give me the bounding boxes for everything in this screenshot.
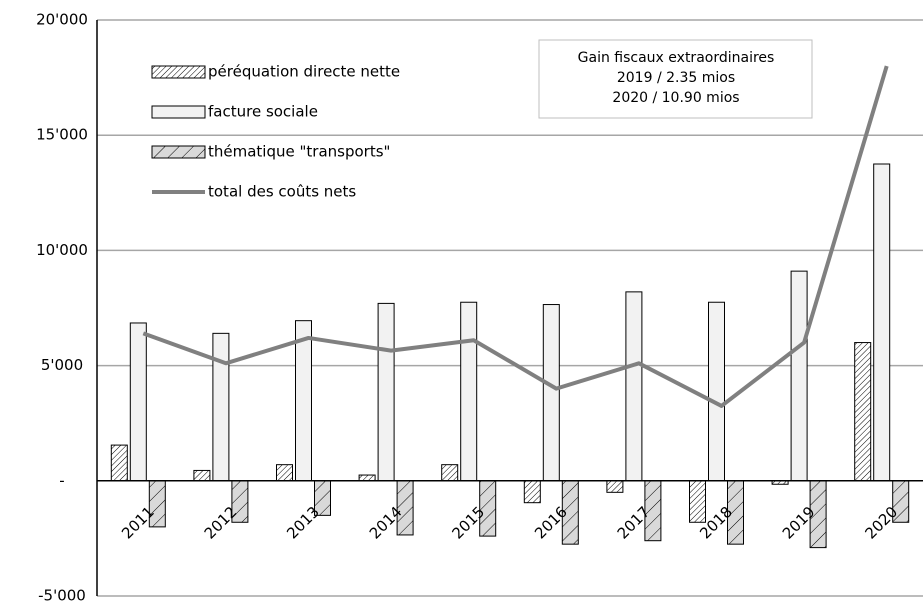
bar — [854, 342, 872, 482]
annotation: Gain fiscaux extraordinaires — [578, 50, 775, 66]
bar — [110, 444, 128, 482]
bar — [129, 322, 147, 482]
bar — [441, 464, 459, 482]
bar — [396, 480, 414, 536]
y-tick-label: 15'000 — [36, 126, 88, 144]
bar — [606, 480, 624, 493]
bar — [460, 301, 478, 482]
bar — [212, 332, 230, 482]
y-tick-label: 10'000 — [36, 241, 88, 259]
legend-label: facture sociale — [208, 103, 318, 121]
y-tick-label: - — [59, 471, 64, 489]
legend-swatch — [151, 105, 206, 119]
bar — [295, 320, 312, 482]
y-tick-label: -5'000 — [38, 587, 86, 601]
annotation-box — [538, 39, 813, 119]
bar — [790, 270, 808, 482]
legend-label: thématique "transports" — [208, 143, 390, 161]
marks — [110, 65, 910, 549]
bar — [523, 480, 541, 504]
bar — [873, 163, 891, 482]
bar — [689, 480, 706, 523]
bar — [708, 301, 725, 482]
y-tick-label: 20'000 — [36, 11, 88, 29]
y-tick-label: 5'000 — [41, 356, 83, 374]
legend-label: total des coûts nets — [208, 183, 356, 201]
annotation: 2020 / 10.90 mios — [612, 90, 739, 106]
bar — [358, 474, 376, 482]
bar — [479, 480, 497, 537]
bar — [542, 304, 560, 482]
bar — [377, 302, 395, 482]
bar — [276, 464, 293, 482]
bar — [193, 469, 211, 482]
bar — [625, 291, 643, 482]
legend-swatch — [151, 145, 206, 159]
legend-swatch — [151, 65, 206, 79]
line — [142, 65, 889, 408]
annotation: 2019 / 2.35 mios — [617, 70, 735, 86]
legend-label: péréquation directe nette — [208, 63, 400, 81]
